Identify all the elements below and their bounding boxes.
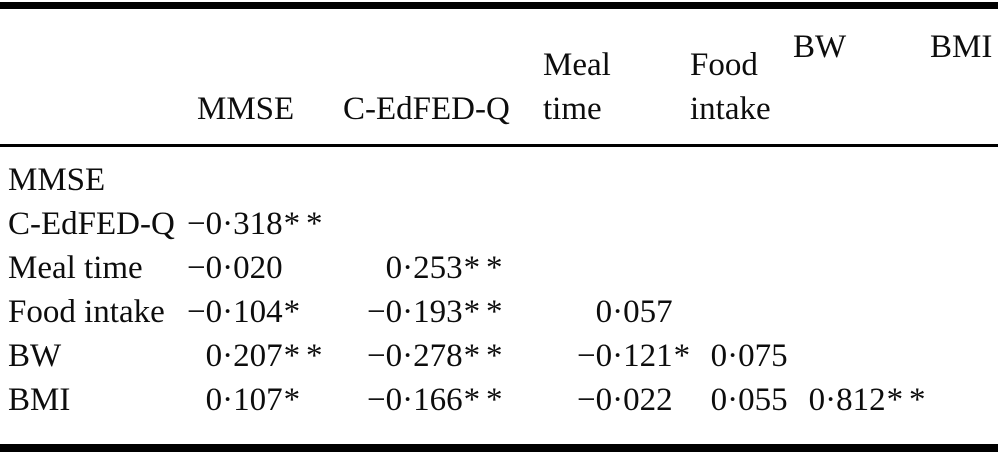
- row-label: BMI: [8, 382, 71, 418]
- table-cell: [343, 202, 543, 246]
- significance-stars: **: [463, 338, 509, 374]
- table-row: Food intake−0·104*−0·193**−0·057: [0, 290, 998, 334]
- table-cell: −0·318**: [187, 202, 343, 246]
- table-cell: −0·057: [543, 290, 684, 334]
- table-cell: −0·020: [187, 246, 343, 290]
- correlation-value: −0·104: [187, 294, 283, 330]
- table-cell: [924, 146, 998, 203]
- correlation-value: −0·022: [577, 382, 673, 418]
- table-cell: −0·022: [543, 378, 684, 448]
- table-cell: [788, 146, 924, 203]
- row-label: BW: [8, 338, 62, 374]
- significance-stars: **: [463, 294, 509, 330]
- table-cell: [543, 246, 684, 290]
- header-meal-time: Meal time: [543, 5, 684, 147]
- correlation-value: 0·207: [205, 338, 283, 374]
- correlation-value: −0·193: [367, 294, 463, 330]
- header-mmse: MMSE: [187, 5, 343, 147]
- significance-stars: **: [283, 338, 329, 374]
- table-cell: −0·121*: [543, 334, 690, 378]
- table-row: MMSE: [0, 146, 998, 203]
- table-cell: [788, 246, 924, 290]
- table-cell: −0·812**: [788, 378, 926, 448]
- table-cell: −0·193**: [343, 290, 543, 334]
- table-cell: [924, 334, 998, 378]
- correlation-value: −0·166: [367, 382, 463, 418]
- table-cell: [924, 378, 998, 448]
- table-row: BW−0·207**−0·278**−0·121*−0·075: [0, 334, 998, 378]
- table-cell: −0·207**: [187, 334, 343, 378]
- header-bw: BW: [788, 5, 924, 147]
- table-cell: [684, 146, 788, 203]
- correlation-value: −0·278: [367, 338, 463, 374]
- table-cell: [924, 202, 998, 246]
- table-cell: [924, 290, 998, 334]
- table-header: MMSE C-EdFED-Q Meal time Food intake BW …: [0, 5, 998, 147]
- correlation-value: −0·121: [577, 338, 673, 374]
- significance-stars: **: [463, 382, 509, 418]
- correlation-value: 0·057: [595, 294, 673, 330]
- correlation-value: −0·020: [187, 250, 283, 286]
- correlation-value: 0·253: [385, 250, 463, 286]
- table-cell: −0·253**: [343, 246, 543, 290]
- table-cell: −0·055: [684, 378, 788, 448]
- table-cell: [788, 334, 924, 378]
- row-label: Food intake: [8, 294, 165, 330]
- significance-stars: *: [283, 382, 307, 418]
- header-c-edfed-q: C-EdFED-Q: [343, 5, 543, 147]
- table-cell: [684, 290, 788, 334]
- row-label: Meal time: [8, 250, 143, 286]
- table-cell: −0·107*: [187, 378, 343, 448]
- correlation-value: 0·107: [205, 382, 283, 418]
- table-cell: [543, 146, 684, 203]
- row-label: MMSE: [8, 162, 106, 198]
- table-cell: [924, 246, 998, 290]
- table-cell: −0·278**: [343, 334, 543, 378]
- table-cell: −0·075: [684, 334, 788, 378]
- significance-stars: **: [886, 382, 932, 418]
- table-cell: [684, 202, 788, 246]
- header-food-intake: Food intake: [684, 5, 788, 147]
- significance-stars: *: [283, 294, 307, 330]
- header-bmi: BMI: [924, 5, 998, 147]
- table-row: C-EdFED-Q −0·318**: [0, 202, 998, 246]
- correlation-value: 0·055: [710, 382, 788, 418]
- table-cell: [343, 146, 543, 203]
- correlation-value: −0·318: [187, 206, 283, 242]
- table-row: BMI−0·107*−0·166**−0·022−0·055−0·812**: [0, 378, 998, 448]
- header-empty: [0, 5, 187, 147]
- significance-stars: **: [283, 206, 329, 242]
- table-cell: [543, 202, 684, 246]
- table-cell: [788, 290, 924, 334]
- row-label: C-EdFED-Q: [8, 206, 175, 242]
- table-row: Meal time −0·020 −0·253**: [0, 246, 998, 290]
- table-cell: [684, 246, 788, 290]
- table-cell: [187, 146, 343, 203]
- correlation-value: 0·812: [808, 382, 886, 418]
- table-cell: −0·166**: [343, 378, 543, 448]
- significance-stars: **: [463, 250, 509, 286]
- header-row: MMSE C-EdFED-Q Meal time Food intake BW …: [0, 5, 998, 147]
- significance-stars: *: [673, 338, 697, 374]
- table-cell: [788, 202, 924, 246]
- table-cell: −0·104*: [187, 290, 343, 334]
- correlation-value: 0·075: [710, 338, 788, 374]
